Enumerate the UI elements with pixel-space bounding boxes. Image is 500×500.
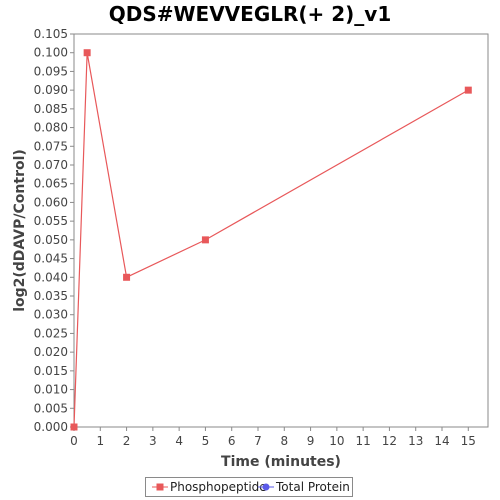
y-tick-label: 0.045: [34, 252, 68, 266]
y-tick-label: 0.025: [34, 326, 68, 340]
x-tick-label: 8: [280, 434, 288, 448]
data-point-0-1: [83, 49, 91, 57]
y-tick-label: 0.090: [34, 83, 68, 97]
y-tick-label: 0.060: [34, 195, 68, 209]
x-tick-label: 9: [307, 434, 315, 448]
x-tick-label: 7: [254, 434, 262, 448]
y-tick-label: 0.035: [34, 289, 68, 303]
y-tick-label: 0.030: [34, 308, 68, 322]
y-tick-label: 0.065: [34, 177, 68, 191]
y-axis-title: log2(dDAVP/Control): [12, 149, 28, 312]
y-tick-label: 0.095: [34, 64, 68, 78]
legend-circle-marker-icon: [258, 483, 274, 491]
y-tick-label: 0.075: [34, 139, 68, 153]
y-tick-label: 0.100: [34, 46, 68, 60]
x-tick-label: 12: [382, 434, 397, 448]
x-tick-label: 15: [461, 434, 476, 448]
data-point-0-4: [464, 86, 472, 94]
legend-label-phosphopeptide: Phosphopeptide: [170, 480, 267, 494]
x-tick-label: 4: [175, 434, 183, 448]
x-axis-title: Time (minutes): [221, 454, 341, 470]
legend-label-total-protein: Total Protein: [276, 480, 350, 494]
plot-frame: [73, 33, 489, 428]
y-tick-label: 0.050: [34, 233, 68, 247]
legend-item-total-protein: Total Protein: [258, 480, 350, 494]
legend-item-phosphopeptide: Phosphopeptide: [152, 480, 267, 494]
y-tick-label: 0.070: [34, 158, 68, 172]
legend-square-marker-icon: [152, 483, 168, 491]
legend: Phosphopeptide Total Protein: [145, 477, 353, 497]
x-tick-label: 10: [329, 434, 344, 448]
x-tick-label: 0: [70, 434, 78, 448]
x-tick-label: 14: [434, 434, 449, 448]
data-point-0-2: [123, 273, 131, 281]
y-tick-label: 0.040: [34, 270, 68, 284]
x-tick-label: 1: [96, 434, 104, 448]
y-tick-label: 0.055: [34, 214, 68, 228]
chart-title: QDS#WEVVEGLR(+ 2)_v1: [108, 2, 392, 26]
x-tick-label: 5: [202, 434, 210, 448]
y-tick-label: 0.000: [34, 420, 68, 434]
x-tick-label: 11: [356, 434, 371, 448]
x-tick-label: 2: [123, 434, 131, 448]
data-point-0-0: [70, 423, 78, 431]
x-tick-label: 6: [228, 434, 236, 448]
y-tick-label: 0.020: [34, 345, 68, 359]
y-tick-label: 0.005: [34, 401, 68, 415]
y-tick-label: 0.085: [34, 102, 68, 116]
data-point-0-3: [201, 236, 209, 244]
x-tick-label: 13: [408, 434, 423, 448]
y-tick-label: 0.105: [34, 27, 68, 41]
x-tick-label: 3: [149, 434, 157, 448]
y-tick-label: 0.080: [34, 121, 68, 135]
y-tick-label: 0.010: [34, 383, 68, 397]
y-tick-label: 0.015: [34, 364, 68, 378]
